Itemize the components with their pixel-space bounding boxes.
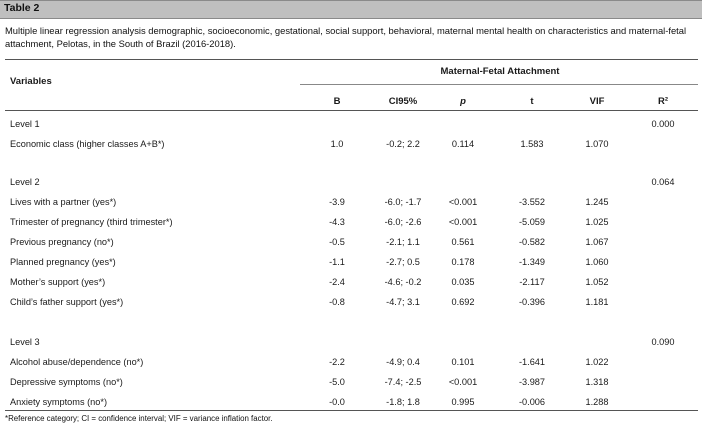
header-variables: Variables [10, 76, 52, 87]
row-p-value: <0.001 [448, 197, 478, 207]
row-p-value: 0.178 [451, 257, 475, 267]
row-ci-value: -2.7; 0.5 [386, 257, 420, 267]
row-vif-value: 1.052 [585, 277, 609, 287]
header-group: Maternal-Fetal Attachment [440, 66, 560, 77]
row-ci-value: -6.0; -1.7 [384, 197, 422, 207]
row-ci-value: -4.9; 0.4 [386, 357, 420, 367]
table-caption: Multiple linear regression analysis demo… [5, 25, 687, 49]
row-ci-value: -1.8; 1.8 [386, 397, 420, 407]
row-t-value: -0.396 [518, 297, 546, 307]
row-vif-value: 1.181 [585, 297, 609, 307]
table-footnote: *Reference category; CI = confidence int… [5, 414, 273, 423]
row-vif-value: 1.060 [585, 257, 609, 267]
group-underline [300, 84, 698, 85]
row-b-value: -0.5 [329, 237, 345, 247]
table-bottom-rule [5, 410, 698, 411]
row-vif-value: 1.070 [585, 139, 609, 149]
row-vif-value: 1.318 [585, 377, 609, 387]
level-label: Level 3 [10, 337, 40, 347]
header-vif: VIF [589, 96, 605, 107]
table-label: Table 2 [4, 2, 40, 14]
row-t-value: -5.059 [518, 217, 546, 227]
level-r2-value: 0.000 [651, 119, 675, 129]
row-variable: Previous pregnancy (no*) [10, 237, 114, 247]
row-ci-value: -0.2; 2.2 [386, 139, 420, 149]
row-ci-value: -4.6; -0.2 [384, 277, 422, 287]
row-vif-value: 1.067 [585, 237, 609, 247]
row-p-value: 0.035 [451, 277, 475, 287]
row-b-value: -4.3 [329, 217, 345, 227]
row-variable: Economic class (higher classes A+B*) [10, 139, 165, 149]
row-ci-value: -7.4; -2.5 [384, 377, 422, 387]
header-ci: CI95% [388, 96, 418, 107]
row-b-value: -1.1 [329, 257, 345, 267]
level-label: Level 2 [10, 177, 40, 187]
row-variable: Planned pregnancy (yes*) [10, 257, 116, 267]
row-variable: Anxiety symptoms (no*) [10, 397, 108, 407]
row-variable: Child’s father support (yes*) [10, 297, 124, 307]
row-vif-value: 1.245 [585, 197, 609, 207]
row-p-value: 0.561 [451, 237, 475, 247]
header-r2: R² [657, 96, 669, 107]
row-ci-value: -6.0; -2.6 [384, 217, 422, 227]
row-p-value: 0.995 [451, 397, 475, 407]
table-top-rule [5, 59, 698, 60]
row-t-value: -3.552 [518, 197, 546, 207]
row-p-value: <0.001 [448, 217, 478, 227]
row-t-value: -3.987 [518, 377, 546, 387]
header-b: B [333, 96, 341, 107]
row-t-value: -1.641 [518, 357, 546, 367]
row-b-value: -2.2 [329, 357, 345, 367]
header-bottom-rule [5, 110, 698, 111]
row-b-value: 1.0 [330, 139, 344, 149]
row-vif-value: 1.025 [585, 217, 609, 227]
row-variable: Alcohol abuse/dependence (no*) [10, 357, 144, 367]
row-p-value: <0.001 [448, 377, 478, 387]
row-b-value: -3.9 [329, 197, 345, 207]
row-ci-value: -4.7; 3.1 [386, 297, 420, 307]
level-r2-value: 0.090 [651, 337, 675, 347]
header-t: t [530, 96, 534, 107]
row-t-value: -2.117 [519, 277, 545, 287]
row-b-value: -0.0 [329, 397, 345, 407]
row-b-value: -2.4 [329, 277, 345, 287]
row-p-value: 0.692 [451, 297, 475, 307]
row-b-value: -5.0 [329, 377, 345, 387]
level-r2-value: 0.064 [651, 177, 675, 187]
level-label: Level 1 [10, 119, 40, 129]
row-b-value: -0.8 [329, 297, 345, 307]
row-t-value: -0.006 [518, 397, 546, 407]
row-variable: Trimester of pregnancy (third trimester*… [10, 217, 173, 227]
row-variable: Lives with a partner (yes*) [10, 197, 117, 207]
row-vif-value: 1.022 [585, 357, 609, 367]
table-header-bar [0, 0, 702, 19]
row-variable: Depressive symptoms (no*) [10, 377, 123, 387]
row-t-value: -0.582 [518, 237, 546, 247]
row-p-value: 0.101 [451, 357, 475, 367]
row-ci-value: -2.1; 1.1 [386, 237, 420, 247]
header-p: p [460, 96, 466, 107]
row-p-value: 0.114 [451, 139, 475, 149]
row-variable: Mother’s support (yes*) [10, 277, 106, 287]
row-t-value: 1.583 [520, 139, 544, 149]
row-vif-value: 1.288 [585, 397, 609, 407]
row-t-value: -1.349 [518, 257, 546, 267]
